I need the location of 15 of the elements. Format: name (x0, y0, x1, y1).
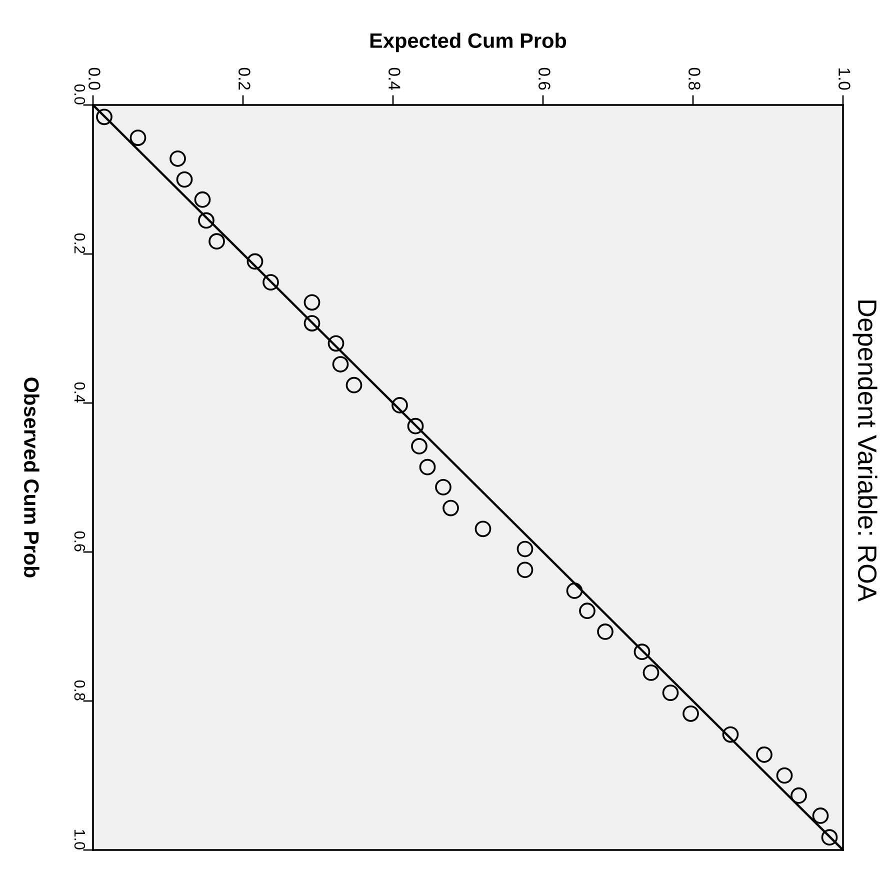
x-axis-title: Expected Cum Prob (370, 32, 566, 52)
y-axis-title: Observed Cum Prob (24, 378, 40, 578)
y-tick-label: 0.8 (74, 680, 86, 700)
y-tick-label: 0.2 (74, 233, 86, 254)
y-tick-label: 0.0 (74, 84, 86, 104)
x-tick-label: 0.0 (88, 68, 100, 90)
x-tick-label: 0.8 (688, 68, 700, 90)
x-tick-label: 0.4 (388, 68, 400, 90)
x-tick-label: 1.0 (838, 68, 850, 90)
text: Dependent Variable: ROA (852, 300, 878, 602)
x-tick-label: 0.2 (238, 68, 250, 90)
y-tick-label: 0.6 (74, 531, 86, 552)
y-tick-label: 1.0 (74, 830, 86, 850)
x-tick-label: 0.6 (538, 68, 550, 90)
y-tick-label: 0.4 (74, 382, 86, 403)
